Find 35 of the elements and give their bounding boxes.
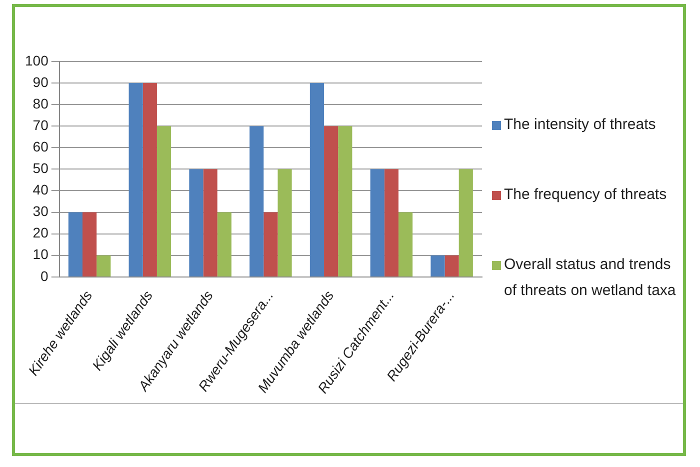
bar xyxy=(217,212,232,276)
bar xyxy=(398,212,413,276)
bar xyxy=(189,169,204,276)
bar xyxy=(430,255,445,276)
y-tick-label: 50 xyxy=(32,160,49,176)
bar xyxy=(458,169,473,276)
bar xyxy=(96,255,111,276)
y-tick-label: 20 xyxy=(32,224,49,241)
bar xyxy=(128,82,143,276)
y-tick-label: 0 xyxy=(40,268,49,284)
bar xyxy=(324,126,338,276)
y-tick-label: 40 xyxy=(32,182,49,198)
y-tick-label: 100 xyxy=(25,52,49,68)
y-tick-label: 90 xyxy=(32,74,49,90)
bar xyxy=(250,126,264,276)
y-tick-label: 10 xyxy=(32,246,49,262)
bar xyxy=(82,212,97,276)
y-tick-label: 30 xyxy=(32,203,49,220)
bar xyxy=(264,212,278,276)
legend-label: The intensity of threats xyxy=(504,115,656,135)
legend-label: The frequency of threats xyxy=(504,185,667,205)
bar xyxy=(384,169,398,276)
y-tick-label: 60 xyxy=(32,138,49,154)
bar xyxy=(444,255,459,276)
bar xyxy=(310,82,324,276)
legend-label: Overall status and trends of threats on wetland taxa xyxy=(504,255,677,301)
bar xyxy=(142,82,157,276)
y-tick-label: 70 xyxy=(32,116,49,133)
bar xyxy=(338,126,352,276)
bar xyxy=(278,169,292,276)
bar xyxy=(156,126,172,276)
bar xyxy=(68,212,83,276)
y-tick-label: 80 xyxy=(32,95,49,112)
bar xyxy=(203,169,218,276)
bar xyxy=(370,169,384,276)
